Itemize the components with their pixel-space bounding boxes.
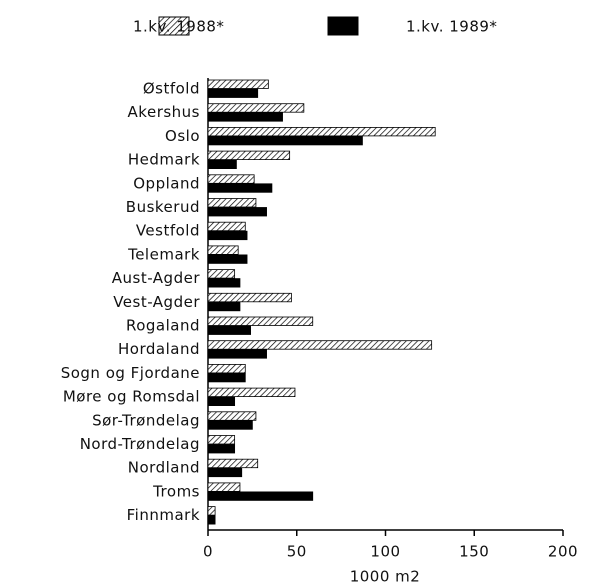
bar [207, 340, 433, 350]
bar [207, 292, 292, 303]
y-tick-label: Vest-Agder [113, 293, 200, 311]
legend-label: 1.kv. 1989* [406, 18, 497, 36]
bar [207, 269, 236, 279]
y-tick-label: Nord-Trøndelag [80, 435, 200, 453]
y-tick-label: Hedmark [128, 151, 200, 169]
bar [207, 467, 243, 478]
y-tick-label: Aust-Agder [112, 269, 201, 287]
bar [207, 491, 314, 501]
bar [207, 126, 436, 137]
bar [207, 363, 246, 374]
y-tick-label: Hordaland [118, 340, 200, 358]
bar [207, 183, 273, 193]
bar [207, 207, 267, 217]
bar [207, 254, 248, 264]
bar [207, 325, 251, 335]
y-tick-label: Akershus [128, 103, 200, 121]
bar [207, 79, 269, 89]
y-tick-label: Sogn og Fjordane [61, 364, 200, 382]
bar [207, 198, 257, 208]
x-axis-title: 1000 m2 [350, 568, 421, 586]
bar [207, 103, 305, 113]
bar [207, 515, 216, 525]
legend-label: 1.kv. 1988* [133, 18, 224, 36]
y-tick-label: Østfold [143, 80, 200, 98]
bar [207, 435, 236, 445]
y-tick-label: Sør-Trøndelag [92, 411, 200, 429]
y-tick-label: Troms [152, 482, 200, 500]
y-tick-label: Møre og Romsdal [63, 388, 200, 406]
bar [207, 387, 296, 397]
bar [207, 316, 314, 326]
bar [207, 458, 259, 469]
bar [207, 420, 253, 430]
y-tick-label: Nordland [128, 459, 200, 477]
bar [207, 245, 239, 255]
bar [207, 506, 216, 516]
bar [207, 88, 259, 98]
y-tick-label: Telemark [127, 245, 200, 263]
bar [207, 159, 237, 169]
x-tick-label: 150 [459, 543, 489, 561]
bar [207, 396, 236, 406]
x-tick-label: 200 [548, 543, 578, 561]
bar [207, 221, 246, 232]
x-tick-label: 100 [370, 543, 400, 561]
bar [207, 301, 241, 312]
bar [207, 482, 241, 492]
y-tick-label: Rogaland [126, 316, 200, 334]
y-tick-label: Finnmark [127, 506, 200, 524]
x-tick-label: 0 [203, 543, 213, 561]
y-tick-label: Oslo [165, 127, 200, 145]
bar [207, 411, 257, 421]
bar [207, 444, 236, 454]
bar [207, 349, 267, 359]
bar [207, 372, 246, 383]
y-tick-label: Oppland [133, 174, 200, 192]
legend-swatch [158, 16, 190, 36]
legend-swatch [327, 16, 359, 36]
y-tick-label: Vestfold [136, 222, 200, 240]
bar [207, 174, 255, 184]
x-tick-label: 50 [287, 543, 307, 561]
bar [207, 150, 291, 160]
y-tick-label: Buskerud [126, 198, 200, 216]
bar [207, 230, 248, 241]
bar [207, 278, 241, 288]
bar [207, 135, 363, 146]
bar [207, 112, 283, 122]
